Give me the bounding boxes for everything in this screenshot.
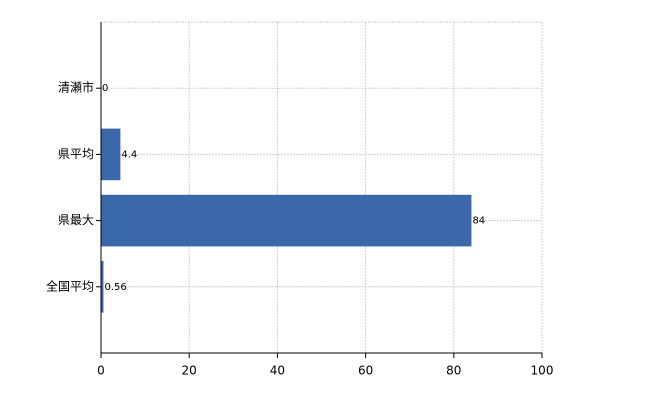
y-tick-label: 県最大 xyxy=(58,213,94,227)
value-label: 0 xyxy=(102,83,108,94)
bar xyxy=(101,194,472,247)
x-tick-label: 80 xyxy=(446,364,461,378)
bar xyxy=(101,128,121,181)
x-tick-label: 100 xyxy=(531,364,554,378)
value-label: 0.56 xyxy=(104,282,126,293)
y-tick-label: 清瀬市 xyxy=(58,80,94,95)
x-tick-label: 20 xyxy=(182,364,197,378)
value-label: 84 xyxy=(472,216,485,227)
y-tick-label: 全国平均 xyxy=(46,278,94,293)
x-tick-label: 60 xyxy=(358,364,373,378)
y-tick-label: 県平均 xyxy=(58,147,94,161)
x-tick-label: 40 xyxy=(270,364,285,378)
bar xyxy=(101,260,104,313)
value-label: 4.4 xyxy=(121,149,137,160)
x-tick-label: 0 xyxy=(97,364,105,378)
